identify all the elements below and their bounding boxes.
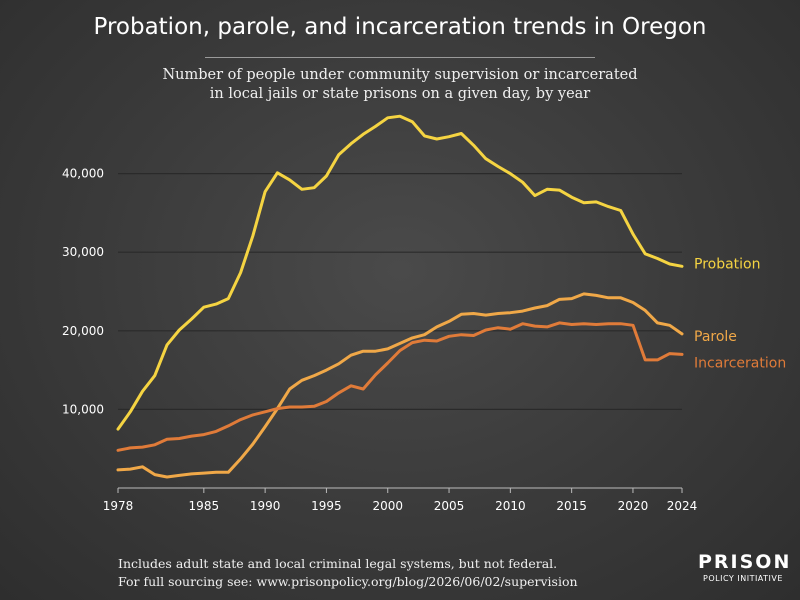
footnote-line-2: For full sourcing see: www.prisonpolicy.… <box>118 574 578 589</box>
logo-line-1: PRISON <box>698 551 792 573</box>
logo-line-2: POLICY INITIATIVE <box>703 574 783 583</box>
series-line-parole <box>116 292 684 479</box>
title-divider <box>205 57 595 58</box>
footnote: Includes adult state and local criminal … <box>118 555 578 591</box>
footnote-line-1: Includes adult state and local criminal … <box>118 556 558 571</box>
chart-subtitle: Number of people under community supervi… <box>150 66 650 104</box>
series-label-probation: Probation <box>694 256 761 272</box>
y-tick-label-30000: 30,000 <box>62 245 104 259</box>
x-tick-label-2020: 2020 <box>618 499 649 513</box>
x-tick-label-1978: 1978 <box>103 499 134 513</box>
y-tick-label-40000: 40,000 <box>62 167 104 181</box>
x-tick-label-1985: 1985 <box>189 499 220 513</box>
subtitle-line-1: Number of people under community supervi… <box>162 67 638 83</box>
subtitle-line-2: in local jails or state prisons on a giv… <box>209 86 591 102</box>
x-tick-label-2024: 2024 <box>667 499 698 513</box>
series-line-probation <box>116 114 684 431</box>
series-line-incarceration <box>116 321 684 452</box>
x-tick-label-2010: 2010 <box>495 499 526 513</box>
series-label-incarceration: Incarceration <box>694 355 786 371</box>
x-tick-label-2000: 2000 <box>372 499 403 513</box>
y-tick-label-20000: 20,000 <box>62 324 104 338</box>
chart-title: Probation, parole, and incarceration tre… <box>93 14 707 40</box>
series-label-parole: Parole <box>694 329 737 345</box>
prison-policy-initiative-logo: PRISON POLICY INITIATIVE <box>698 551 792 584</box>
x-tick-label-1990: 1990 <box>250 499 281 513</box>
y-tick-label-10000: 10,000 <box>62 402 104 416</box>
x-tick-label-1995: 1995 <box>311 499 342 513</box>
x-tick-label-2015: 2015 <box>556 499 587 513</box>
x-tick-label-2005: 2005 <box>434 499 465 513</box>
